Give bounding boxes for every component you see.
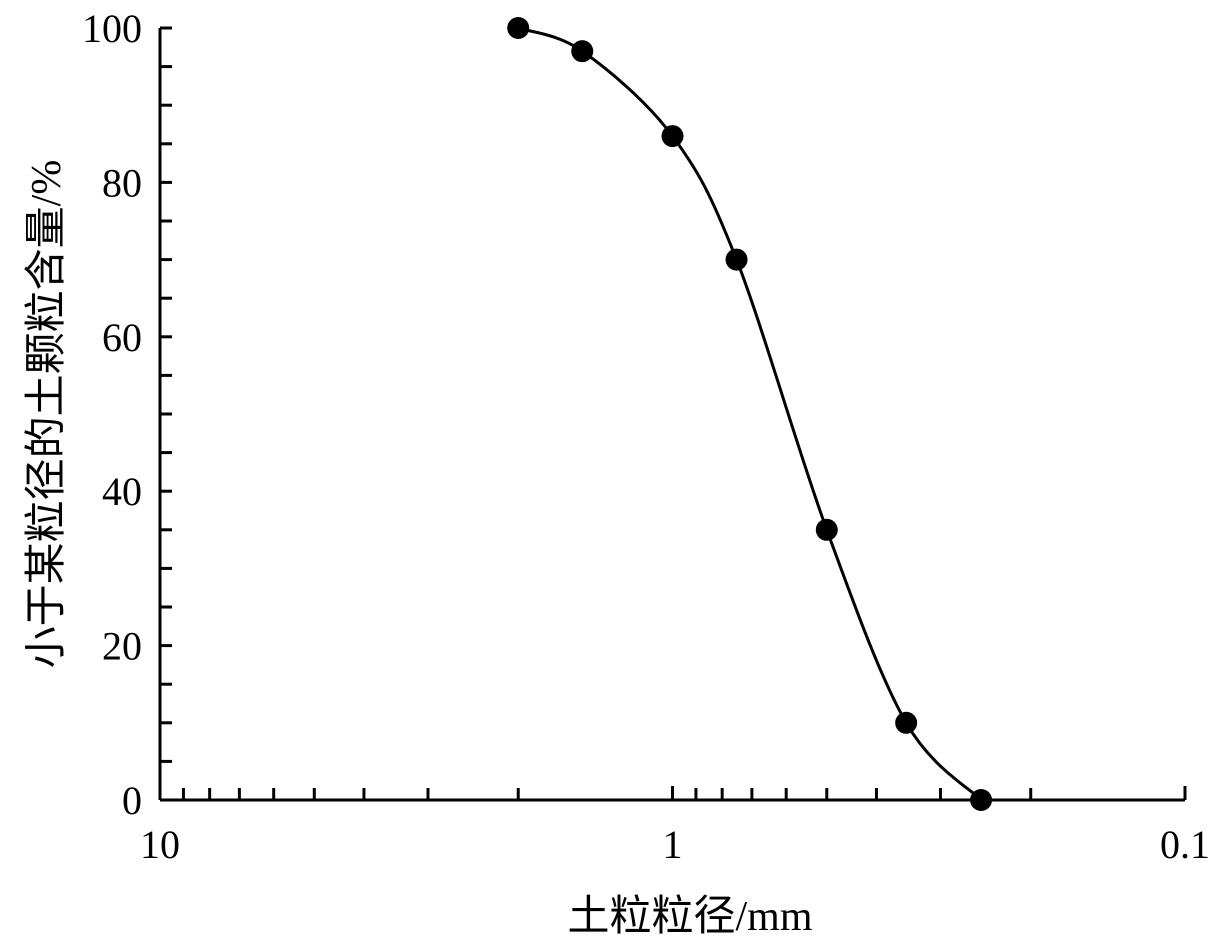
y-tick-label: 80 [102, 160, 142, 205]
data-point [507, 17, 530, 39]
y-tick-label: 100 [82, 6, 142, 51]
x-axis-title: 土粒粒径/mm [567, 894, 812, 940]
data-point [815, 518, 838, 541]
data-point [661, 125, 684, 148]
x-tick-label: 1 [663, 822, 683, 867]
y-tick-label: 40 [102, 469, 142, 514]
data-point [725, 248, 748, 271]
y-tick-label: 0 [122, 778, 142, 823]
y-axis-title: 小于某粒径的土颗粒含量/% [24, 160, 70, 669]
data-point [895, 711, 918, 734]
x-tick-label: 10 [140, 822, 180, 867]
data-line [517, 26, 983, 802]
x-tick-label: 0.1 [1160, 822, 1210, 867]
data-point [571, 40, 594, 63]
data-point [970, 789, 993, 811]
y-tick-label: 60 [102, 315, 142, 360]
y-tick-label: 20 [102, 624, 142, 669]
